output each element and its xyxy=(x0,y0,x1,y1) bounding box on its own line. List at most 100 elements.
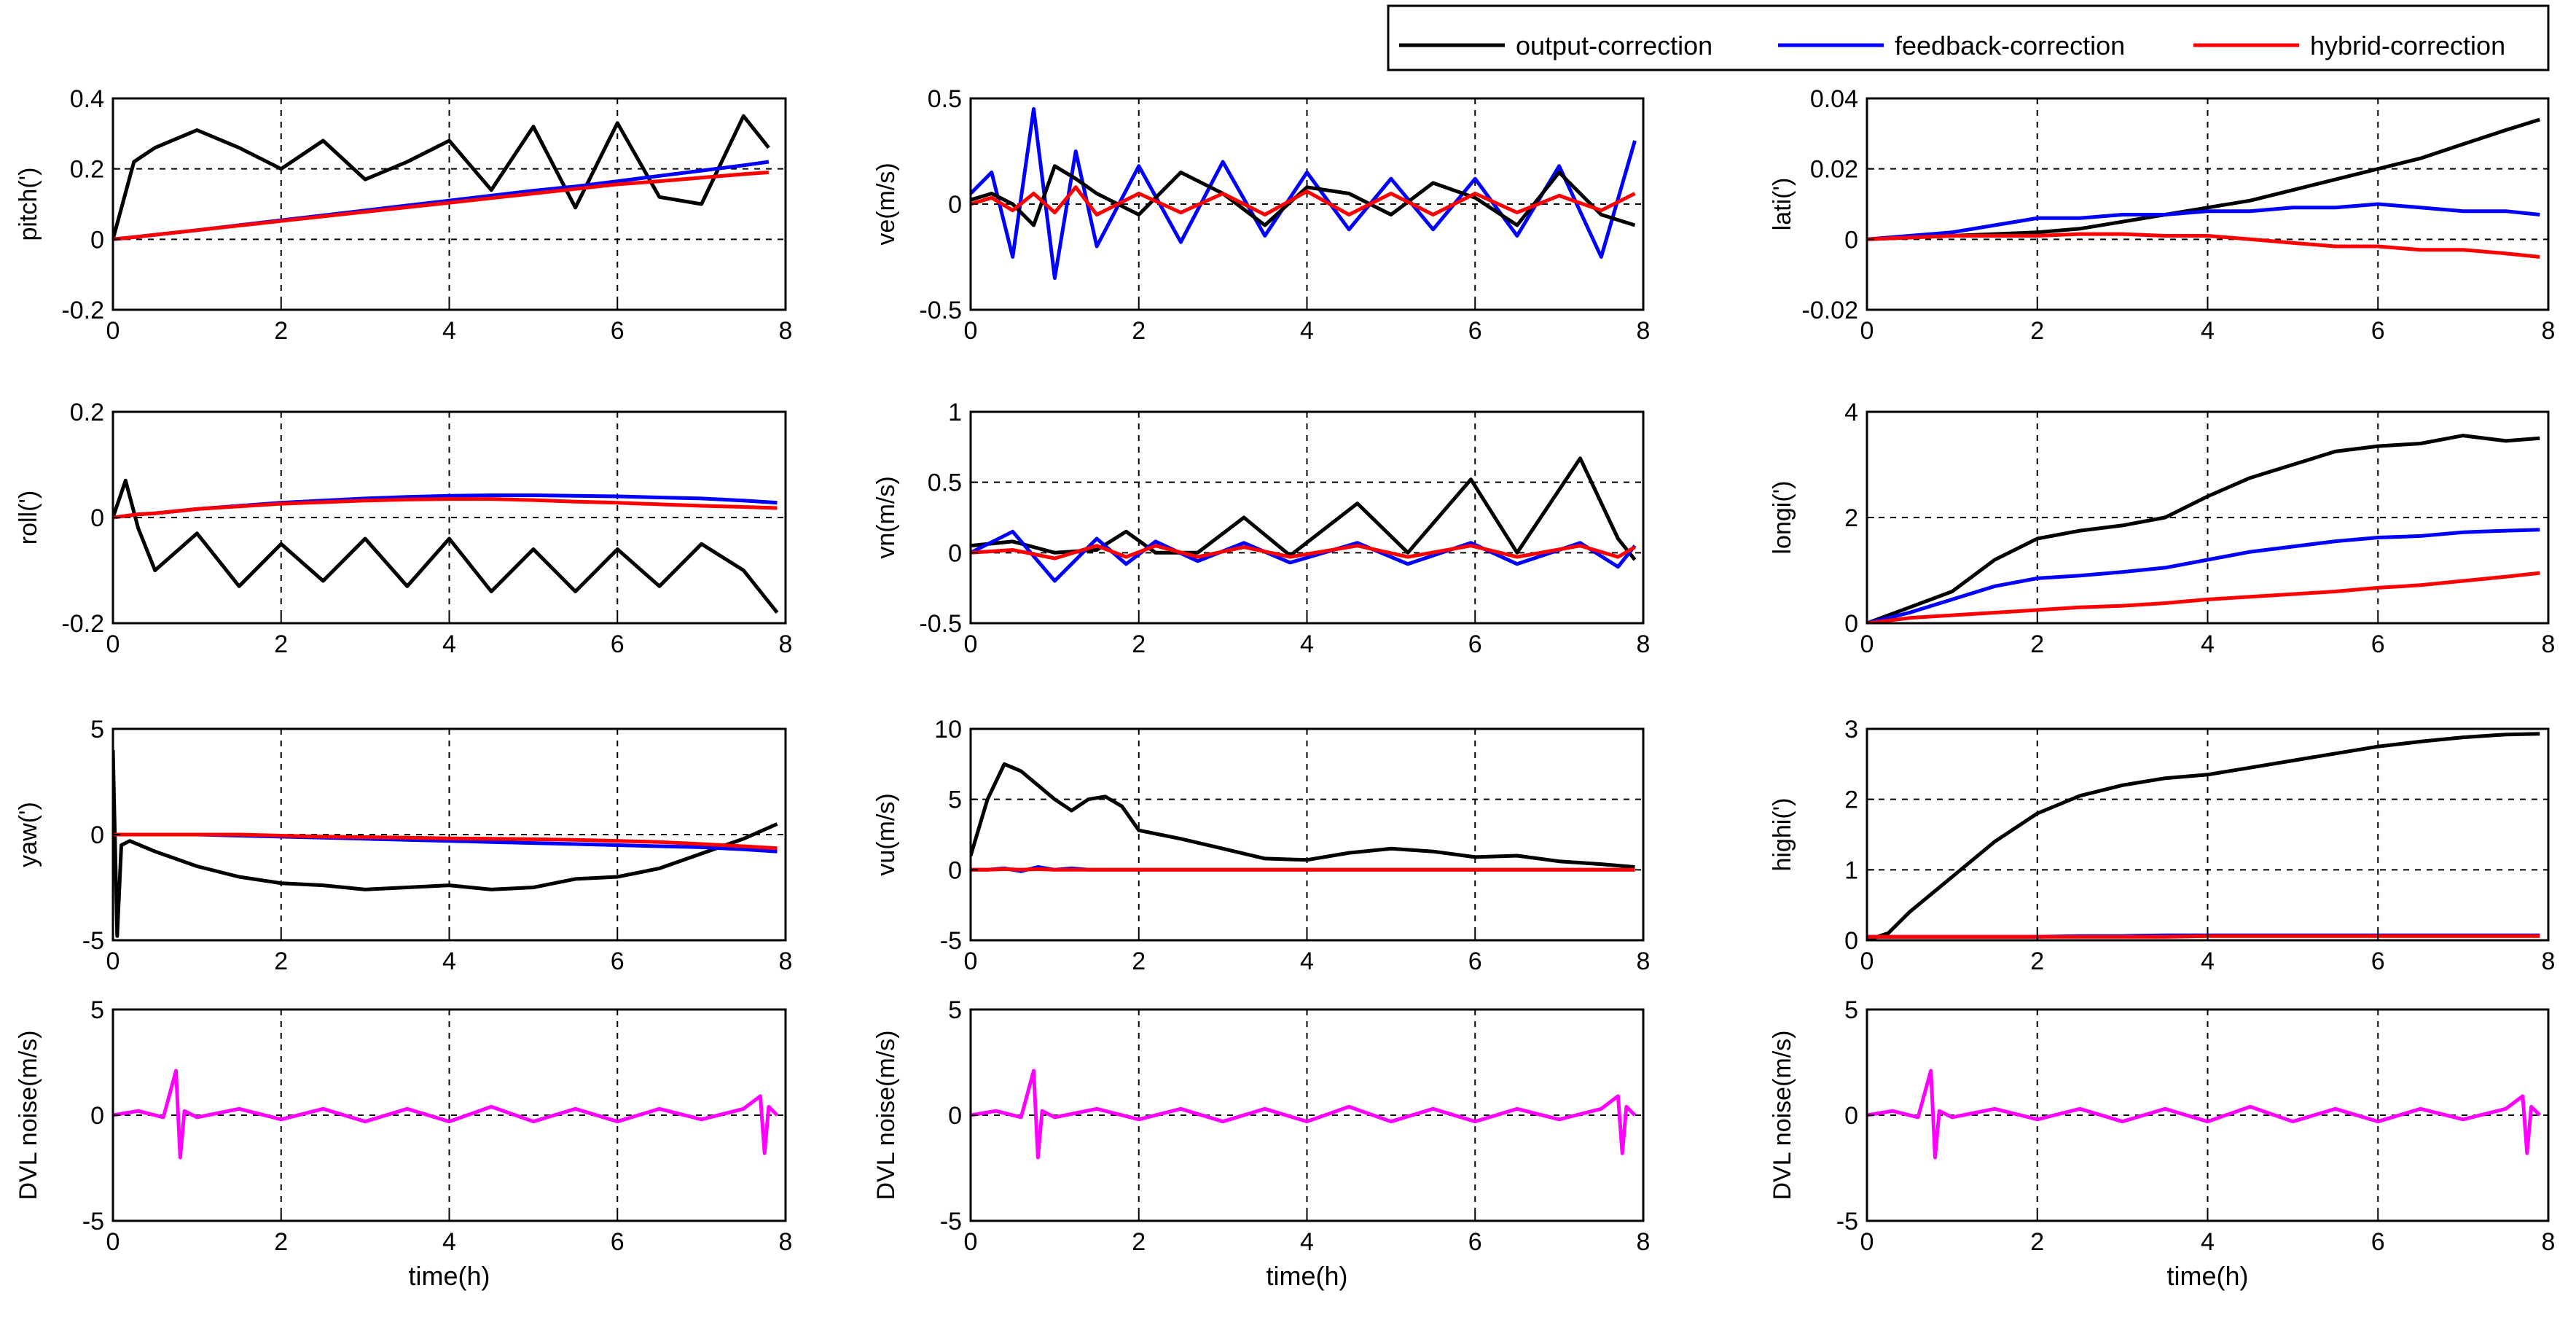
series-line-output-correction xyxy=(113,749,778,938)
subplot-2: 0 2 4 6 8-0.500.5ve(m/s) xyxy=(872,85,1650,345)
y-axis-label: DVL noise(m/s) xyxy=(1769,1030,1796,1200)
subplot-6: 0 2 4 6 8 0 2 4 longi(') xyxy=(1769,399,2555,658)
series-line-output-correction xyxy=(1867,732,2540,940)
x-tick-label: 0 xyxy=(1860,948,1874,975)
y-tick-label: 1 xyxy=(948,399,962,426)
y-tick-label: 2 xyxy=(1844,504,1858,532)
y-axis-label: longi(') xyxy=(1769,481,1796,555)
subplot-9: 0 2 4 6 8 0 1 2 3 highi(') xyxy=(1769,716,2555,975)
y-tick-label: 0 xyxy=(1844,927,1858,955)
y-tick-label: 0.2 xyxy=(70,156,104,184)
legend: output-correction feedback-correction hy… xyxy=(1387,4,2550,71)
x-tick-label: 4 xyxy=(442,1228,456,1256)
x-tick-label: 4 xyxy=(2201,1228,2215,1256)
x-tick-label: 2 xyxy=(2030,1228,2044,1256)
y-axis-label: ve(m/s) xyxy=(872,163,900,245)
series-line-hybrid-correction xyxy=(113,171,770,241)
x-tick-label: 2 xyxy=(274,630,288,658)
x-tick-label: 8 xyxy=(2542,1228,2556,1256)
x-tick-label: 6 xyxy=(611,1228,625,1256)
series-line-hybrid-correction xyxy=(971,544,1636,561)
series-line-feedback-correction xyxy=(1867,202,2540,241)
x-tick-label: 2 xyxy=(2030,317,2044,345)
y-tick-label: 0 xyxy=(90,821,104,849)
x-tick-label: 8 xyxy=(1637,948,1651,975)
y-tick-label: -5 xyxy=(82,1208,104,1235)
y-tick-label: 0.04 xyxy=(1810,85,1858,113)
x-tick-label: 0 xyxy=(964,317,978,345)
x-tick-label: 8 xyxy=(1637,630,1651,658)
y-tick-label: -0.2 xyxy=(61,297,104,324)
x-tick-label: 4 xyxy=(1300,1228,1314,1256)
x-axis-label: time(h) xyxy=(408,1261,490,1291)
x-tick-label: 8 xyxy=(779,1228,793,1256)
x-tick-label: 8 xyxy=(779,630,793,658)
x-tick-label: 8 xyxy=(1637,1228,1651,1256)
x-tick-label: 6 xyxy=(1468,1228,1482,1256)
series-line-output-correction xyxy=(113,114,770,240)
series-line-output-correction xyxy=(113,478,779,614)
y-axis-label: yaw(') xyxy=(15,802,42,867)
y-tick-label: 5 xyxy=(90,716,104,743)
series-line-output-correction xyxy=(971,762,1635,869)
series-line-hybrid-correction xyxy=(1867,934,2540,939)
x-tick-label: 2 xyxy=(1132,317,1146,345)
x-tick-label: 0 xyxy=(1860,630,1874,658)
x-tick-label: 4 xyxy=(442,948,456,975)
x-tick-label: 4 xyxy=(1300,948,1314,975)
x-tick-label: 2 xyxy=(1132,1228,1146,1256)
series-line-output-correction xyxy=(971,164,1636,227)
x-tick-label: 6 xyxy=(1468,630,1482,658)
y-axis-label: vn(m/s) xyxy=(872,476,900,558)
y-tick-label: 5 xyxy=(948,786,962,814)
x-tick-label: 6 xyxy=(1468,317,1482,345)
x-tick-label: 8 xyxy=(1637,317,1651,345)
x-tick-label: 0 xyxy=(964,630,978,658)
y-tick-label: 2 xyxy=(1844,786,1858,814)
x-tick-label: 4 xyxy=(442,317,456,345)
y-tick-label: 0.02 xyxy=(1810,156,1858,184)
y-tick-label: -0.2 xyxy=(61,610,104,638)
x-tick-label: 2 xyxy=(274,317,288,345)
series-line-hybrid-correction xyxy=(971,867,1635,872)
y-tick-label: 0 xyxy=(90,504,104,532)
x-tick-label: 2 xyxy=(2030,630,2044,658)
x-tick-label: 6 xyxy=(611,317,625,345)
x-tick-label: 2 xyxy=(1132,948,1146,975)
x-tick-label: 0 xyxy=(1860,317,1874,345)
x-tick-label: 0 xyxy=(106,317,120,345)
x-tick-label: 6 xyxy=(2371,630,2385,658)
x-axis-label: time(h) xyxy=(1266,1261,1347,1291)
x-tick-label: 2 xyxy=(2030,948,2044,975)
series-line-hybrid-correction xyxy=(1867,571,2540,623)
y-axis-label: roll(') xyxy=(15,491,42,544)
y-tick-label: -5 xyxy=(940,927,962,955)
x-tick-label: 0 xyxy=(106,948,120,975)
x-axis-label: time(h) xyxy=(2166,1261,2248,1291)
series-line-feedback-correction xyxy=(971,107,1637,280)
x-tick-label: 2 xyxy=(274,948,288,975)
x-tick-label: 6 xyxy=(2371,317,2385,345)
x-tick-label: 0 xyxy=(1860,1228,1874,1256)
y-axis-label: vu(m/s) xyxy=(872,793,900,875)
series-line-hybrid-correction xyxy=(1867,232,2540,259)
x-tick-label: 2 xyxy=(1132,630,1146,658)
y-tick-label: -0.5 xyxy=(919,297,962,324)
x-tick-label: 8 xyxy=(2542,317,2556,345)
y-tick-label: 0.5 xyxy=(928,469,962,497)
x-tick-label: 6 xyxy=(611,948,625,975)
x-tick-label: 4 xyxy=(2201,317,2215,345)
x-tick-label: 0 xyxy=(106,630,120,658)
y-axis-label: DVL noise(m/s) xyxy=(15,1030,42,1200)
x-tick-label: 8 xyxy=(779,948,793,975)
x-tick-label: 0 xyxy=(106,1228,120,1256)
x-tick-label: 6 xyxy=(2371,948,2385,975)
y-tick-label: 5 xyxy=(948,996,962,1024)
series-line-hybrid-correction xyxy=(113,832,778,851)
y-tick-label: 4 xyxy=(1844,399,1858,426)
